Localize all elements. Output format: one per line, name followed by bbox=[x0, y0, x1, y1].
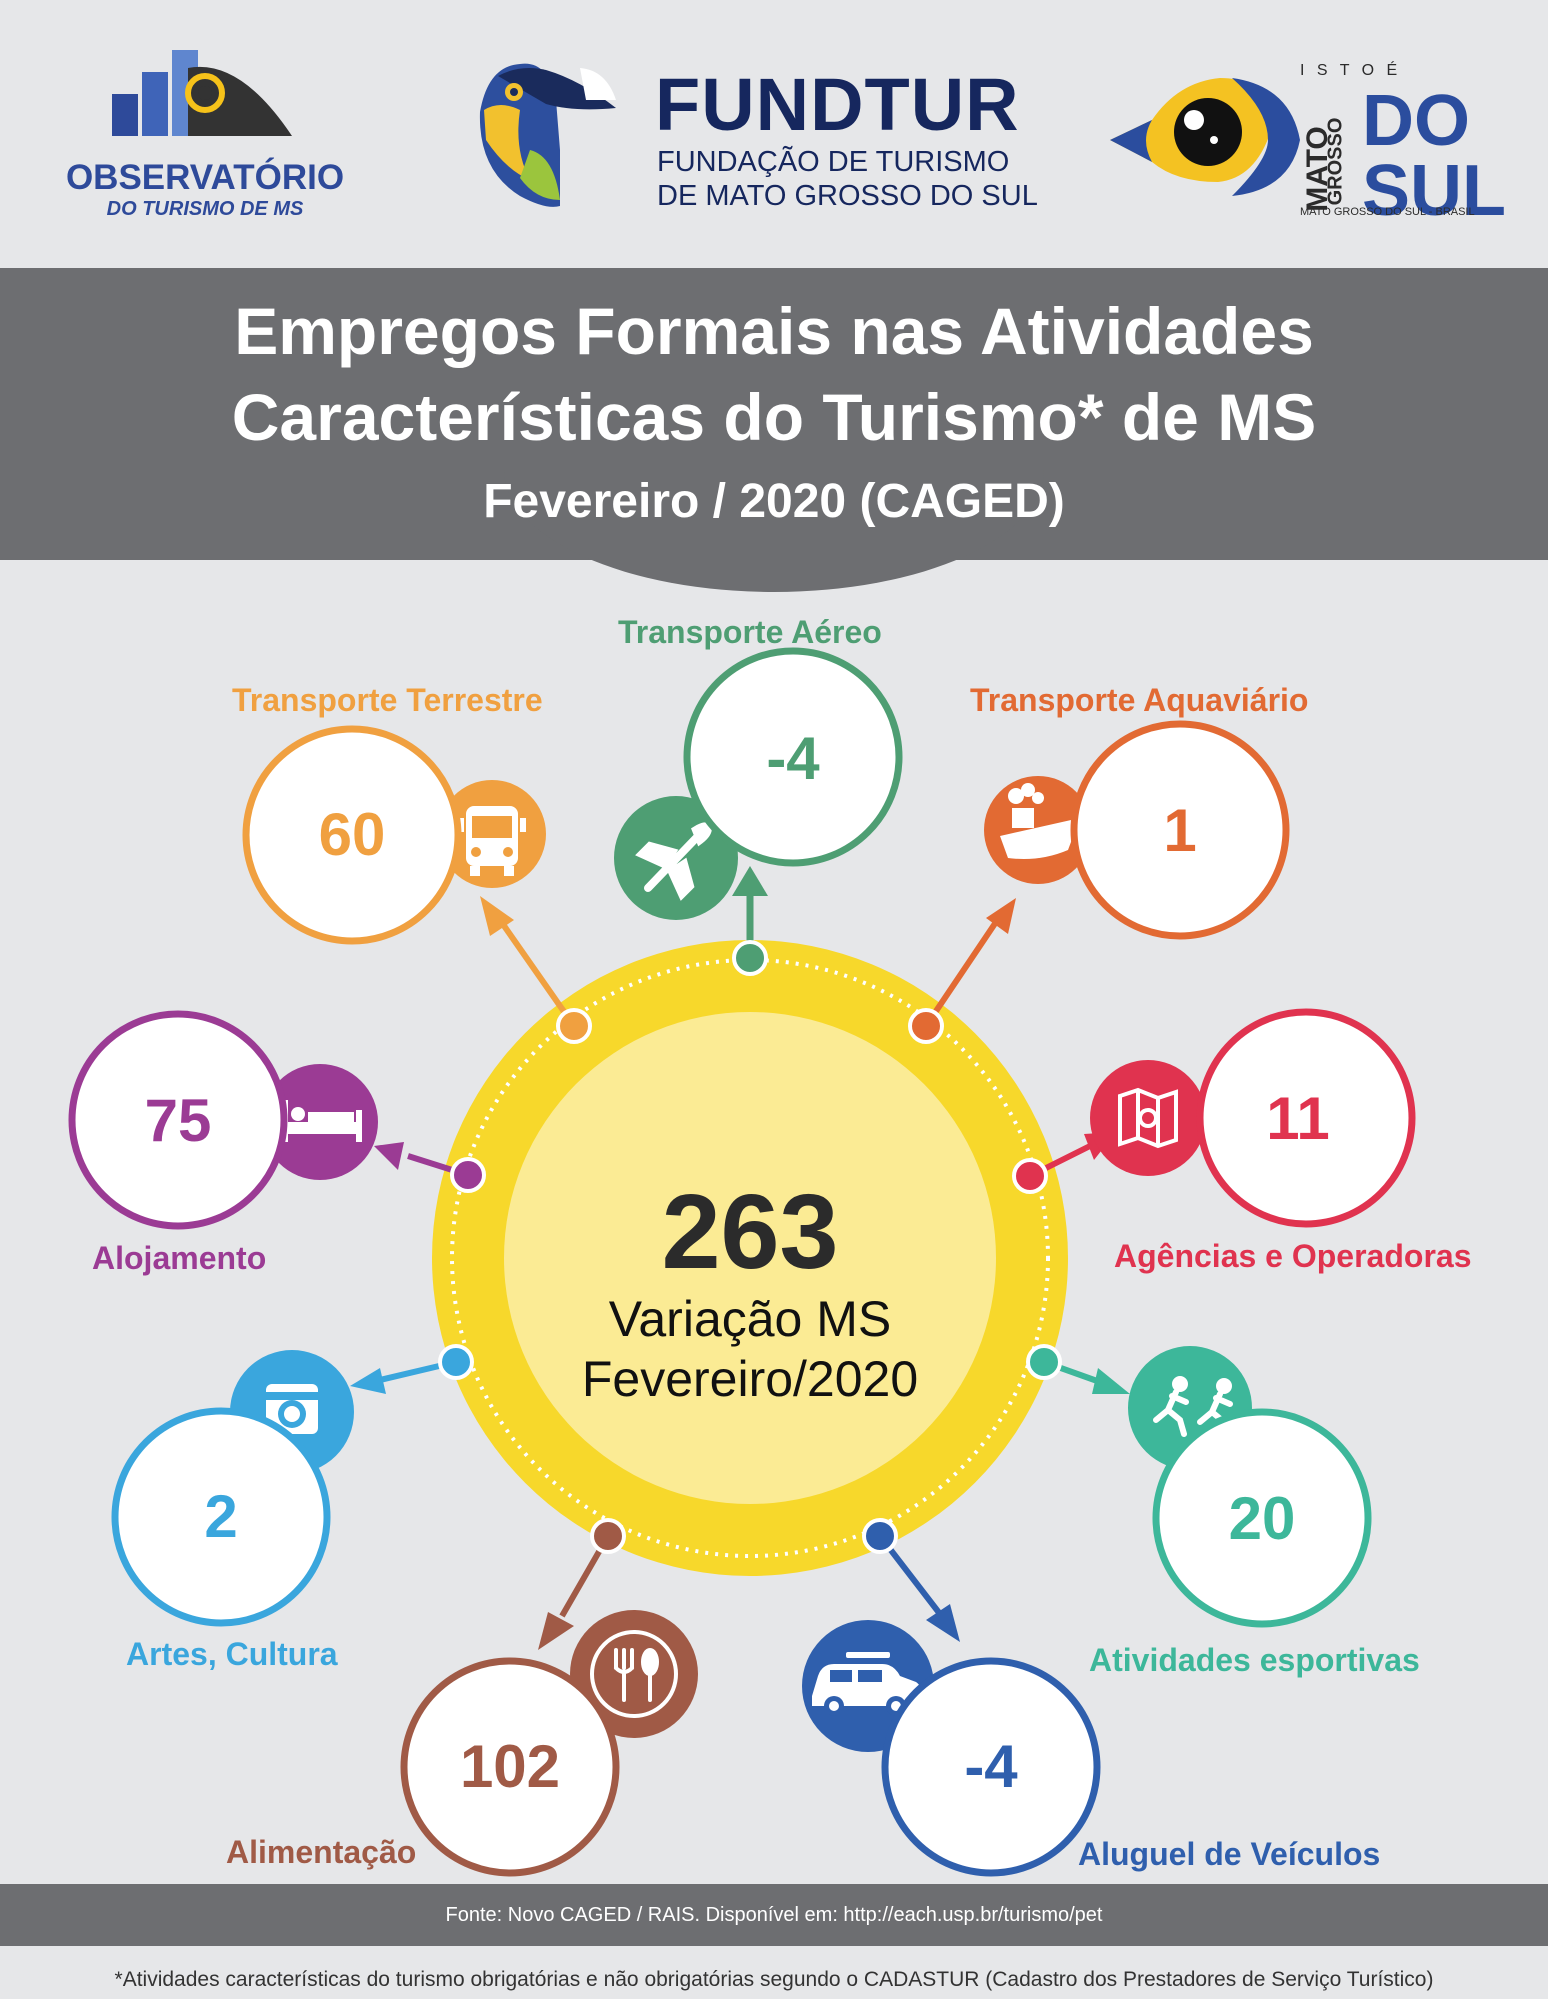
car-icon bbox=[812, 1652, 922, 1716]
value-agencias: 11 bbox=[1266, 1085, 1330, 1152]
value-transporte-terrestre: 60 bbox=[318, 801, 386, 868]
value-atividades-esportivas: 20 bbox=[1228, 1485, 1296, 1552]
ms-caption: MATO GROSSO DO SUL - BRASIL bbox=[1300, 206, 1475, 218]
value-transporte-aquaviario: 1 bbox=[1163, 797, 1197, 864]
title-period: Fevereiro / 2020 (CAGED) bbox=[483, 475, 1065, 528]
center-inner bbox=[504, 1012, 996, 1504]
label-transporte-terrestre: Transporte Terrestre bbox=[232, 682, 543, 718]
center-label-line-1: Variação MS bbox=[608, 1291, 892, 1347]
value-alojamento: 75 bbox=[144, 1087, 212, 1154]
fundtur-subtitle-line1: FUNDAÇÃO DE TURISMO bbox=[657, 146, 1010, 178]
toucan-logo bbox=[479, 63, 616, 207]
activity-alojamento bbox=[68, 1010, 486, 1230]
label-agencias: Agências e Operadoras bbox=[1114, 1238, 1472, 1274]
value-alimentacao: 102 bbox=[459, 1733, 561, 1800]
label-aluguel-veiculos: Aluguel de Veículos bbox=[1078, 1836, 1381, 1872]
title-line-2: Características do Turismo* de MS bbox=[231, 380, 1317, 454]
camera-icon bbox=[266, 1384, 318, 1434]
activity-transporte-terrestre bbox=[242, 725, 592, 1044]
logo-eye-dot bbox=[198, 86, 212, 100]
activity-atividades-esportivas bbox=[1026, 1344, 1372, 1628]
source-footer: Fonte: Novo CAGED / RAIS. Disponível em:… bbox=[0, 1884, 1548, 1946]
logo-dome bbox=[188, 66, 292, 136]
header: OBSERVATÓRIO DO TURISMO DE MS FUNDTUR FU… bbox=[0, 0, 1548, 268]
center-label-line-2: Fevereiro/2020 bbox=[581, 1351, 919, 1407]
logo-bar-1 bbox=[112, 94, 138, 136]
value-artes-cultura: 2 bbox=[204, 1483, 238, 1550]
activity-transporte-aquaviario bbox=[908, 720, 1290, 1044]
map-icon bbox=[1118, 1087, 1178, 1149]
label-alojamento: Alojamento bbox=[92, 1240, 267, 1276]
ms-eye-logo bbox=[1110, 78, 1300, 196]
logo-eye-ring bbox=[185, 73, 225, 113]
observatorio-name: OBSERVATÓRIO bbox=[65, 158, 345, 197]
value-transporte-aereo: -4 bbox=[766, 725, 820, 792]
label-alimentacao: Alimentação bbox=[226, 1834, 417, 1870]
ms-do: DO bbox=[1362, 81, 1470, 161]
value-aluguel-veiculos: -4 bbox=[964, 1733, 1018, 1800]
label-transporte-aereo: Transporte Aéreo bbox=[618, 614, 882, 650]
center-value: 263 bbox=[661, 1173, 839, 1291]
activity-agencias bbox=[1012, 1008, 1416, 1228]
fundtur-subtitle-line2: DE MATO GROSSO DO SUL bbox=[657, 180, 1038, 212]
ship-icon bbox=[1000, 783, 1080, 859]
label-artes-cultura: Artes, Cultura bbox=[126, 1636, 338, 1672]
observatorio-logo bbox=[112, 50, 1300, 207]
center-dotted-ring bbox=[450, 958, 1050, 1558]
activity-aluguel-veiculos bbox=[802, 1518, 1101, 1877]
ms-sul: SUL bbox=[1362, 151, 1506, 231]
title-line-1: Empregos Formais nas Atividades bbox=[234, 294, 1314, 368]
label-transporte-aquaviario: Transporte Aquaviário bbox=[970, 682, 1309, 718]
activity-transporte-aereo bbox=[614, 647, 903, 976]
ms-do-sul: DO SUL bbox=[1362, 81, 1506, 231]
fundtur-name: FUNDTUR bbox=[655, 63, 1020, 146]
logo-bar-2 bbox=[142, 72, 168, 136]
footnote: *Atividades características do turismo o… bbox=[114, 1968, 1434, 1991]
ms-tagline: I S T O É bbox=[1300, 62, 1402, 79]
airplane-icon bbox=[635, 822, 713, 901]
activity-alimentacao bbox=[400, 1518, 698, 1877]
observatorio-subtitle: DO TURISMO DE MS bbox=[106, 198, 304, 220]
activity-artes-cultura bbox=[111, 1344, 474, 1627]
cutlery-icon bbox=[590, 1630, 678, 1718]
label-atividades-esportivas: Atividades esportivas bbox=[1089, 1642, 1420, 1678]
map-icon-circle bbox=[1090, 1060, 1206, 1176]
cutlery-icon-circle bbox=[570, 1610, 698, 1738]
